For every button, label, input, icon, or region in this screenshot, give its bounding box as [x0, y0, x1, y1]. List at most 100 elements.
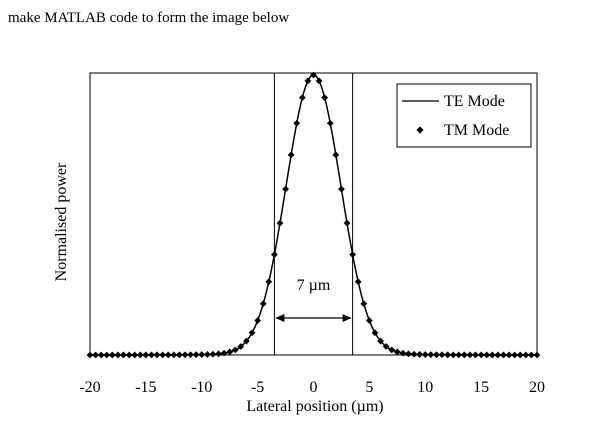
- tm-mode-point: [321, 94, 329, 102]
- tm-mode-point: [433, 351, 440, 359]
- tm-mode-point: [287, 151, 295, 159]
- tm-mode-point: [170, 351, 178, 359]
- y-axis-label: Normalised power: [53, 162, 70, 281]
- tm-mode-point: [326, 119, 334, 127]
- tm-mode-point: [500, 351, 507, 359]
- tm-mode-point: [410, 350, 418, 358]
- tm-mode-point: [516, 351, 524, 359]
- x-tick-label: -5: [251, 379, 264, 396]
- tm-mode-point: [421, 351, 429, 358]
- tm-mode-point: [254, 317, 262, 324]
- tm-mode-point: [522, 351, 530, 359]
- x-tick-label: 0: [310, 379, 318, 396]
- tm-mode-point: [187, 351, 194, 359]
- x-tick-label: -20: [79, 379, 100, 396]
- tm-mode-point: [477, 351, 485, 359]
- tm-mode-point: [416, 351, 424, 358]
- tm-mode-point: [203, 351, 211, 358]
- annotation-arrow-head-left: [275, 314, 285, 322]
- x-tick-label: -15: [135, 379, 156, 396]
- tm-mode-point: [181, 351, 189, 359]
- tm-mode-point: [511, 351, 519, 359]
- tm-mode-point: [494, 351, 502, 359]
- tm-mode-point: [488, 351, 496, 359]
- tm-mode-point: [310, 71, 317, 79]
- tm-mode-point: [315, 77, 323, 85]
- tm-mode-point: [354, 278, 362, 286]
- tm-mode-point: [92, 351, 99, 359]
- tm-mode-point: [460, 351, 468, 359]
- x-tick-label: 15: [473, 379, 489, 396]
- annotation-arrow-head-right: [342, 314, 352, 322]
- question-text: make MATLAB code to form the image below: [8, 10, 290, 26]
- tm-mode-point: [192, 351, 200, 359]
- tm-mode-point: [332, 151, 340, 159]
- tm-mode-point: [282, 185, 289, 193]
- tm-mode-point: [349, 251, 357, 258]
- tm-mode-point: [343, 219, 351, 227]
- tm-mode-point: [360, 300, 368, 308]
- tm-mode-point: [136, 351, 144, 359]
- x-tick-label: 20: [529, 379, 545, 396]
- tm-mode-point: [304, 77, 312, 85]
- tm-mode-point: [176, 351, 183, 359]
- tm-mode-point: [220, 349, 228, 357]
- tm-mode-point: [164, 351, 172, 359]
- tm-mode-point: [365, 317, 373, 324]
- x-axis-label: Lateral position (µm): [246, 398, 383, 415]
- tm-mode-point: [455, 351, 463, 359]
- tm-mode-point: [528, 351, 535, 359]
- tm-mode-point: [427, 351, 435, 359]
- legend-tm-label: TM Mode: [444, 122, 509, 139]
- tm-mode-point: [265, 278, 273, 286]
- tm-mode-point: [393, 348, 401, 356]
- tm-mode-point: [382, 343, 390, 350]
- tm-mode-point: [371, 329, 379, 337]
- tm-mode-point: [120, 351, 127, 359]
- tm-mode-point: [237, 343, 245, 350]
- tm-mode-point: [293, 119, 301, 127]
- tm-mode-point: [243, 337, 250, 345]
- tm-mode-point: [472, 351, 479, 359]
- tm-mode-point: [114, 351, 122, 359]
- tm-mode-point: [86, 351, 94, 359]
- tm-mode-point: [533, 351, 541, 359]
- legend-box: [396, 83, 532, 148]
- tm-mode-point: [444, 351, 451, 359]
- tm-mode-point: [125, 351, 133, 359]
- tm-mode-point: [505, 351, 513, 359]
- legend-tm-swatch: [416, 126, 424, 134]
- tm-mode-point: [209, 350, 217, 358]
- legend-te-label: TE Mode: [444, 93, 505, 110]
- tm-mode-point: [131, 351, 139, 359]
- tm-mode-point: [198, 351, 206, 358]
- tm-mode-point: [231, 346, 239, 354]
- tm-mode-point: [466, 351, 474, 359]
- tm-mode-point: [276, 219, 284, 227]
- tm-mode-point: [483, 351, 491, 359]
- tm-mode-point: [259, 300, 267, 308]
- tm-mode-point: [226, 348, 234, 356]
- tm-mode-point: [103, 351, 111, 359]
- tm-mode-point: [270, 251, 278, 258]
- tm-mode-point: [159, 351, 167, 359]
- tm-mode-point: [108, 351, 116, 359]
- tm-mode-point: [148, 351, 155, 359]
- tm-mode-point: [97, 351, 105, 359]
- tm-mode-point: [405, 350, 412, 358]
- tm-mode-point: [215, 350, 222, 358]
- tm-mode-point: [377, 337, 384, 345]
- tm-mode-point: [449, 351, 457, 359]
- tm-mode-point: [388, 346, 396, 354]
- tm-mode-point: [248, 329, 256, 337]
- tm-mode-point: [142, 351, 150, 359]
- tm-mode-point: [298, 94, 306, 102]
- tm-mode-point: [438, 351, 446, 359]
- annotation-label: 7 µm: [297, 277, 331, 294]
- tm-mode-point: [153, 351, 161, 359]
- x-tick-label: 5: [365, 379, 373, 396]
- tm-mode-point: [399, 349, 407, 357]
- tm-mode-point: [338, 185, 345, 193]
- x-tick-label: 10: [417, 379, 433, 396]
